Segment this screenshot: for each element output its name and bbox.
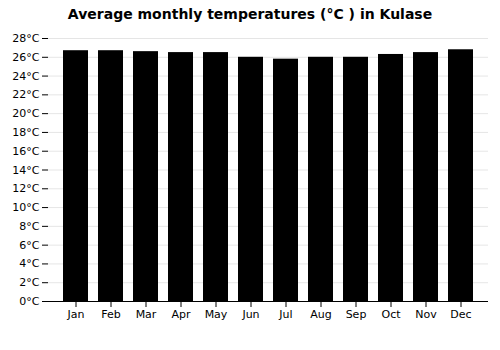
svg-text:2°C: 2°C (19, 276, 39, 289)
svg-text:12°C: 12°C (12, 182, 39, 195)
svg-text:Jul: Jul (278, 308, 292, 321)
svg-text:Sep: Sep (346, 308, 367, 321)
svg-text:0°C: 0°C (19, 295, 39, 308)
svg-text:Jun: Jun (241, 308, 259, 321)
svg-text:10°C: 10°C (12, 201, 39, 214)
svg-text:Oct: Oct (381, 308, 401, 321)
svg-text:24°C: 24°C (12, 70, 39, 83)
svg-text:4°C: 4°C (19, 257, 39, 270)
svg-text:May: May (205, 308, 228, 321)
svg-text:Dec: Dec (450, 308, 471, 321)
svg-text:Nov: Nov (415, 308, 437, 321)
svg-text:Feb: Feb (101, 308, 120, 321)
svg-text:8°C: 8°C (19, 220, 39, 233)
svg-text:Jan: Jan (67, 308, 85, 321)
svg-text:18°C: 18°C (12, 126, 39, 139)
svg-text:Apr: Apr (171, 308, 191, 321)
svg-text:26°C: 26°C (12, 51, 39, 64)
svg-text:16°C: 16°C (12, 145, 39, 158)
svg-text:14°C: 14°C (12, 164, 39, 177)
svg-text:28°C: 28°C (12, 32, 39, 45)
html-text:Average monthly temperatures (: Average monthly temperatures (°C ) in Ku… (67, 6, 433, 22)
svg-text:Mar: Mar (136, 308, 157, 321)
svg-text:Aug: Aug (310, 308, 331, 321)
svg-text:20°C: 20°C (12, 107, 39, 120)
svg-text:22°C: 22°C (12, 88, 39, 101)
svg-text:6°C: 6°C (19, 239, 39, 252)
